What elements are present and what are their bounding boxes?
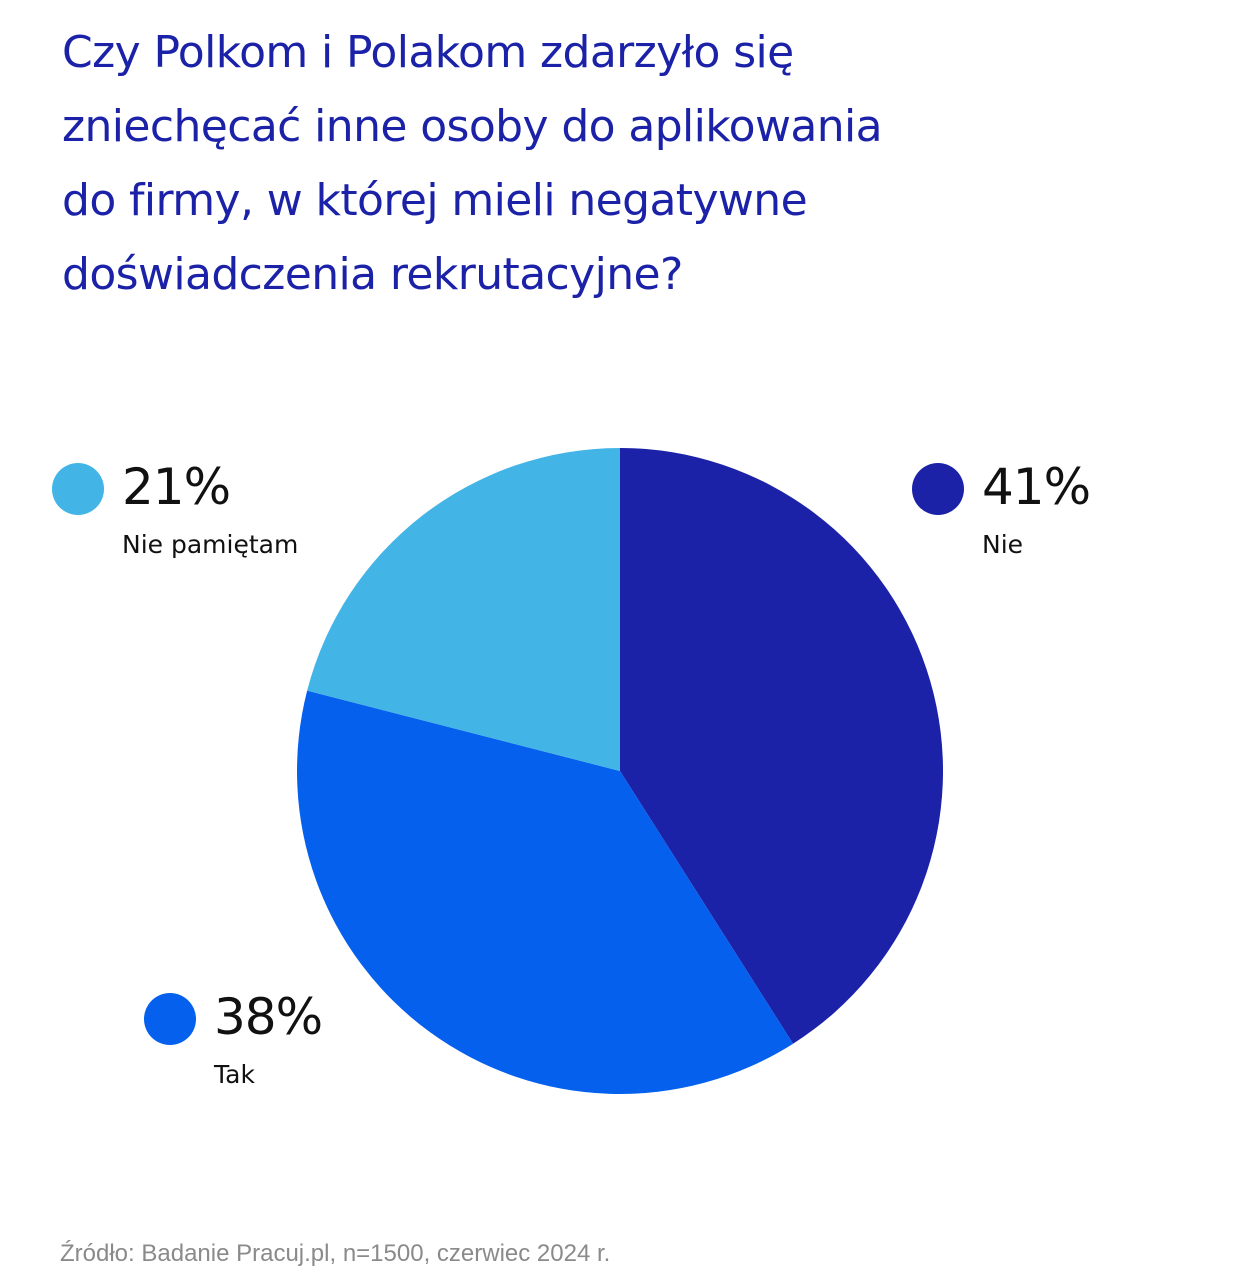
legend-label-nie-pamietam: Nie pamiętam (122, 530, 299, 559)
chart-title-line: doświadczenia rekrutacyjne? (62, 249, 683, 300)
chart-title: Czy Polkom i Polakom zdarzyło się zniech… (62, 16, 1162, 312)
legend-dot-nie-pamietam (52, 463, 104, 515)
chart-title-line: Czy Polkom i Polakom zdarzyło się (62, 27, 794, 78)
chart-title-line: do firmy, w której mieli negatywne (62, 175, 808, 226)
legend-label-tak: Tak (214, 1060, 255, 1089)
legend-dot-nie (912, 463, 964, 515)
pie-slice-nie (620, 448, 944, 1044)
chart-title-line: zniechęcać inne osoby do aplikowania (62, 101, 883, 152)
legend-dot-tak (144, 993, 196, 1045)
pie-slice-tak (297, 690, 794, 1094)
legend-label-nie: Nie (982, 530, 1024, 559)
legend-value-nie: 41% (982, 458, 1091, 516)
source-note: Źródło: Badanie Pracuj.pl, n=1500, czerw… (60, 1240, 611, 1267)
legend-value-nie-pamietam: 21% (122, 458, 231, 516)
pie-slice-nie-pamietam (307, 447, 620, 771)
legend-value-tak: 38% (214, 988, 323, 1046)
